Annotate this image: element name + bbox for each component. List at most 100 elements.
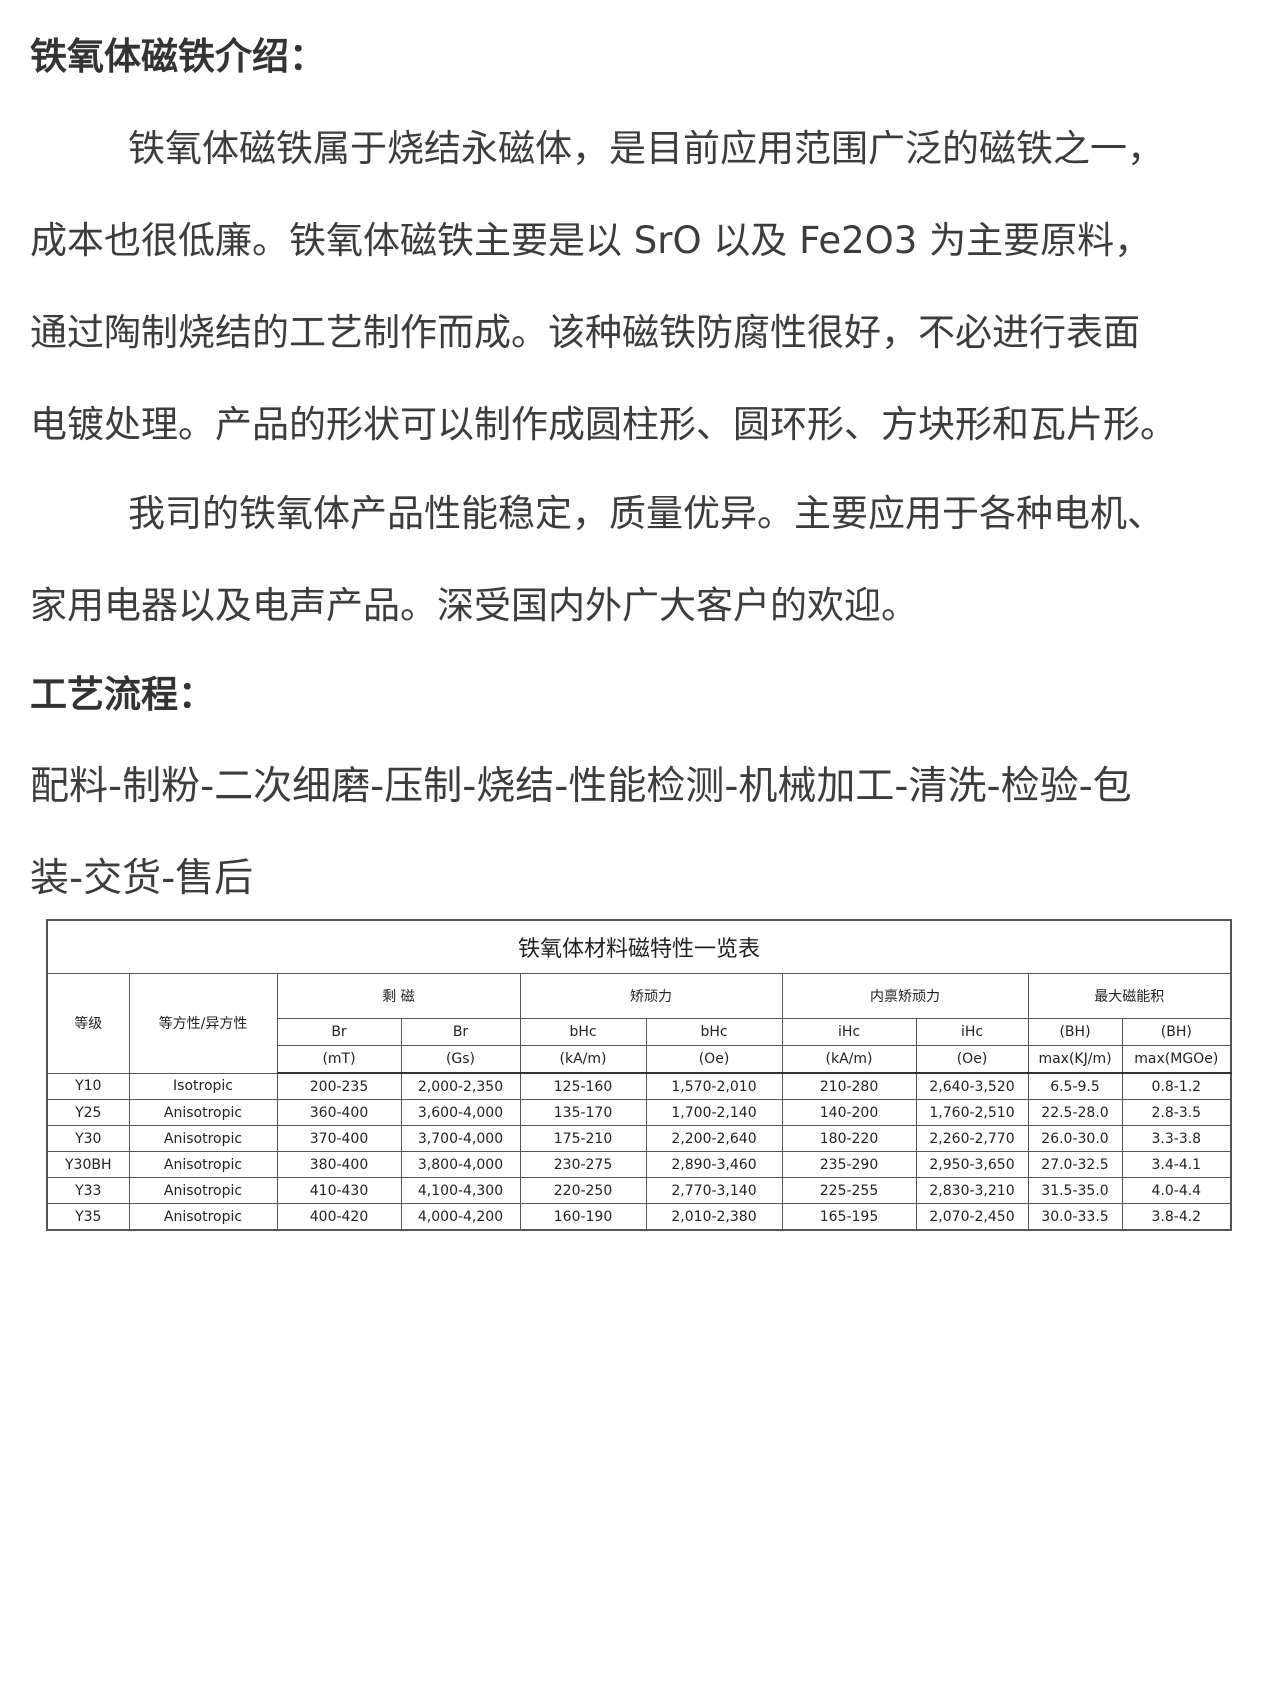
- table-cell: 230-275: [519, 1151, 647, 1178]
- table-cell: Y25: [46, 1099, 130, 1126]
- intro-line: 家用电器以及电声产品。深受国内外广大客户的欢迎。: [30, 584, 918, 627]
- table-cell: 4.0-4.4: [1121, 1177, 1232, 1204]
- table-cell: Anisotropic: [128, 1099, 278, 1126]
- header-group: 内禀矫顽力: [781, 973, 1029, 1019]
- table-row: Y30BH Anisotropic 380-400 3,800-4,000 230-27…: [46, 1151, 1232, 1178]
- table-cell: 210-280: [781, 1072, 917, 1100]
- intro-line: 成本也很低廉。铁氧体磁铁主要是以 SrO 以及 Fe2O3 为主要原料，: [30, 219, 1152, 262]
- ferrite-properties-table: 铁氧体材料磁特性一览表 等级 等方性/异方性 剩 磁 矫顽力 内禀矫顽力 最大磁…: [46, 919, 1233, 1231]
- table-cell: 360-400: [276, 1099, 402, 1126]
- intro-line: 电镀处理。产品的形状可以制作成圆柱形、圆环形、方块形和瓦片形。: [30, 403, 1177, 446]
- table-title: 铁氧体材料磁特性一览表: [46, 919, 1232, 974]
- table-cell: bHc: [519, 1018, 647, 1046]
- table-cell: 30.0-33.5: [1027, 1203, 1123, 1231]
- table-cell: 3,800-4,000: [400, 1151, 521, 1178]
- table-cell: 27.0-32.5: [1027, 1151, 1123, 1178]
- intro-line: 铁氧体磁铁属于烧结永磁体，是目前应用范围广泛的磁铁之一，: [128, 127, 1164, 170]
- table-cell: 2,950-3,650: [915, 1151, 1029, 1178]
- process-line: 配料-制粉-二次细磨-压制-烧结-性能检测-机械加工-清洗-检验-包: [30, 764, 1132, 809]
- table-cell: 3.8-4.2: [1121, 1203, 1232, 1231]
- table-cell: bHc: [645, 1018, 783, 1046]
- intro-heading: 铁氧体磁铁介绍：: [30, 35, 326, 78]
- table-cell: Y30BH: [46, 1151, 130, 1178]
- header-isotropy: 等方性/异方性: [128, 973, 278, 1074]
- table-cell: 3,600-4,000: [400, 1099, 521, 1126]
- table-row: Y30 Anisotropic 370-400 3,700-4,000 175-210 2…: [46, 1125, 1232, 1152]
- process-line: 装-交货-售后: [30, 856, 254, 901]
- table-cell: 2,830-3,210: [915, 1177, 1029, 1204]
- table-cell: 4,100-4,300: [400, 1177, 521, 1204]
- intro-line: 通过陶制烧结的工艺制作而成。该种磁铁防腐性很好，不必进行表面: [30, 311, 1140, 354]
- table-cell: 2,770-3,140: [645, 1177, 783, 1204]
- table-cell: (BH): [1027, 1018, 1123, 1046]
- table-cell: Anisotropic: [128, 1177, 278, 1204]
- table-cell: 2,260-2,770: [915, 1125, 1029, 1152]
- table-row: Y35 Anisotropic 400-420 4,000-4,200 160-190 2…: [46, 1203, 1232, 1231]
- table-cell: (Oe): [915, 1045, 1029, 1074]
- table-cell: 180-220: [781, 1125, 917, 1152]
- header-grade: 等级: [46, 973, 130, 1074]
- header-units-row: Br Br bHc bHc iHc iHc (BH) (BH): [47, 1018, 1232, 1046]
- table-cell: 3.3-3.8: [1121, 1125, 1232, 1152]
- table-cell: Anisotropic: [128, 1203, 278, 1231]
- table-cell: Br: [400, 1018, 521, 1046]
- table-cell: 165-195: [781, 1203, 917, 1231]
- table-cell: (kA/m): [519, 1045, 647, 1074]
- table-cell: 2,200-2,640: [645, 1125, 783, 1152]
- table-cell: 380-400: [276, 1151, 402, 1178]
- header-units-row: (mT) (Gs) (kA/m) (Oe) (kA/m) (Oe) max(KJ/m) max…: [47, 1045, 1232, 1074]
- table-cell: Isotropic: [128, 1072, 278, 1100]
- header-group: 最大磁能积: [1027, 973, 1232, 1019]
- table-cell: 1,760-2,510: [915, 1099, 1029, 1126]
- table-cell: (kA/m): [781, 1045, 917, 1074]
- table-cell: 2.8-3.5: [1121, 1099, 1232, 1126]
- table-row: Y25 Anisotropic 360-400 3,600-4,000 135-170 1…: [46, 1099, 1232, 1126]
- table-cell: iHc: [915, 1018, 1029, 1046]
- table-cell: 2,000-2,350: [400, 1072, 521, 1100]
- process-heading: 工艺流程：: [30, 673, 215, 716]
- table-cell: (Gs): [400, 1045, 521, 1074]
- header-group: 矫顽力: [519, 973, 783, 1019]
- table-row: Y33 Anisotropic 410-430 4,100-4,300 220-250 2…: [46, 1177, 1232, 1204]
- table-cell: 22.5-28.0: [1027, 1099, 1123, 1126]
- table-cell: Y30: [46, 1125, 130, 1152]
- table-cell: 4,000-4,200: [400, 1203, 521, 1231]
- table-cell: 410-430: [276, 1177, 402, 1204]
- table-cell: 2,640-3,520: [915, 1072, 1029, 1100]
- table-cell: 140-200: [781, 1099, 917, 1126]
- table-cell: 2,070-2,450: [915, 1203, 1029, 1231]
- table-cell: Anisotropic: [128, 1151, 278, 1178]
- table-cell: 3.4-4.1: [1121, 1151, 1232, 1178]
- table-cell: 6.5-9.5: [1027, 1072, 1123, 1100]
- table-cell: 400-420: [276, 1203, 402, 1231]
- table-cell: 200-235: [276, 1072, 402, 1100]
- table-cell: 125-160: [519, 1072, 647, 1100]
- table-cell: 220-250: [519, 1177, 647, 1204]
- table-cell: max(MGOe): [1121, 1045, 1232, 1074]
- table-cell: 2,010-2,380: [645, 1203, 783, 1231]
- table-cell: 31.5-35.0: [1027, 1177, 1123, 1204]
- table-cell: 370-400: [276, 1125, 402, 1152]
- table-cell: 0.8-1.2: [1121, 1072, 1232, 1100]
- table-cell: (Oe): [645, 1045, 783, 1074]
- table-cell: 160-190: [519, 1203, 647, 1231]
- table-cell: 1,700-2,140: [645, 1099, 783, 1126]
- table-cell: 2,890-3,460: [645, 1151, 783, 1178]
- table-row: Y10 Isotropic 200-235 2,000-2,350 125-160 1,5…: [46, 1072, 1232, 1100]
- table-cell: 26.0-30.0: [1027, 1125, 1123, 1152]
- table-cell: (BH): [1121, 1018, 1232, 1046]
- table-cell: iHc: [781, 1018, 917, 1046]
- table-cell: Anisotropic: [128, 1125, 278, 1152]
- header-group: 剩 磁: [276, 973, 521, 1019]
- table-cell: Y10: [46, 1072, 130, 1100]
- table-cell: max(KJ/m): [1027, 1045, 1123, 1074]
- table-cell: Y33: [46, 1177, 130, 1204]
- table-cell: 235-290: [781, 1151, 917, 1178]
- table-cell: (mT): [276, 1045, 402, 1074]
- intro-line: 我司的铁氧体产品性能稳定，质量优异。主要应用于各种电机、: [128, 492, 1164, 535]
- table-cell: 3,700-4,000: [400, 1125, 521, 1152]
- table-cell: 175-210: [519, 1125, 647, 1152]
- table-cell: 225-255: [781, 1177, 917, 1204]
- table-cell: Y35: [46, 1203, 130, 1231]
- table-cell: 135-170: [519, 1099, 647, 1126]
